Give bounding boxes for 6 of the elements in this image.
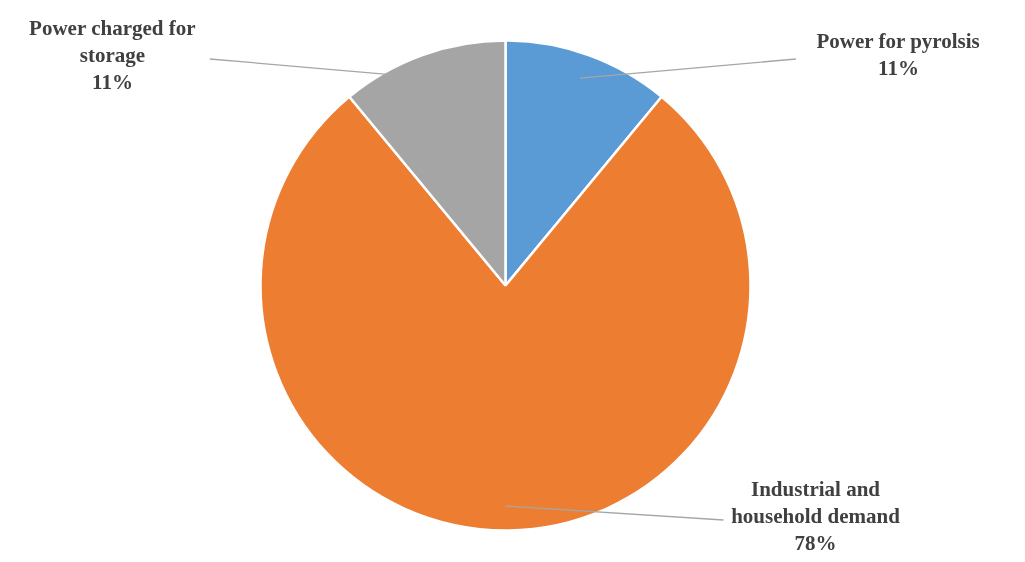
slice-label: Power charged for storage [29,15,196,67]
slice-label: Power for pyrolsis [816,29,980,54]
data-label: 11% [92,69,133,94]
data-label: 78% [794,531,837,555]
data-label: 11% [878,56,919,81]
slice-label: Industrial and household demand [731,477,901,528]
